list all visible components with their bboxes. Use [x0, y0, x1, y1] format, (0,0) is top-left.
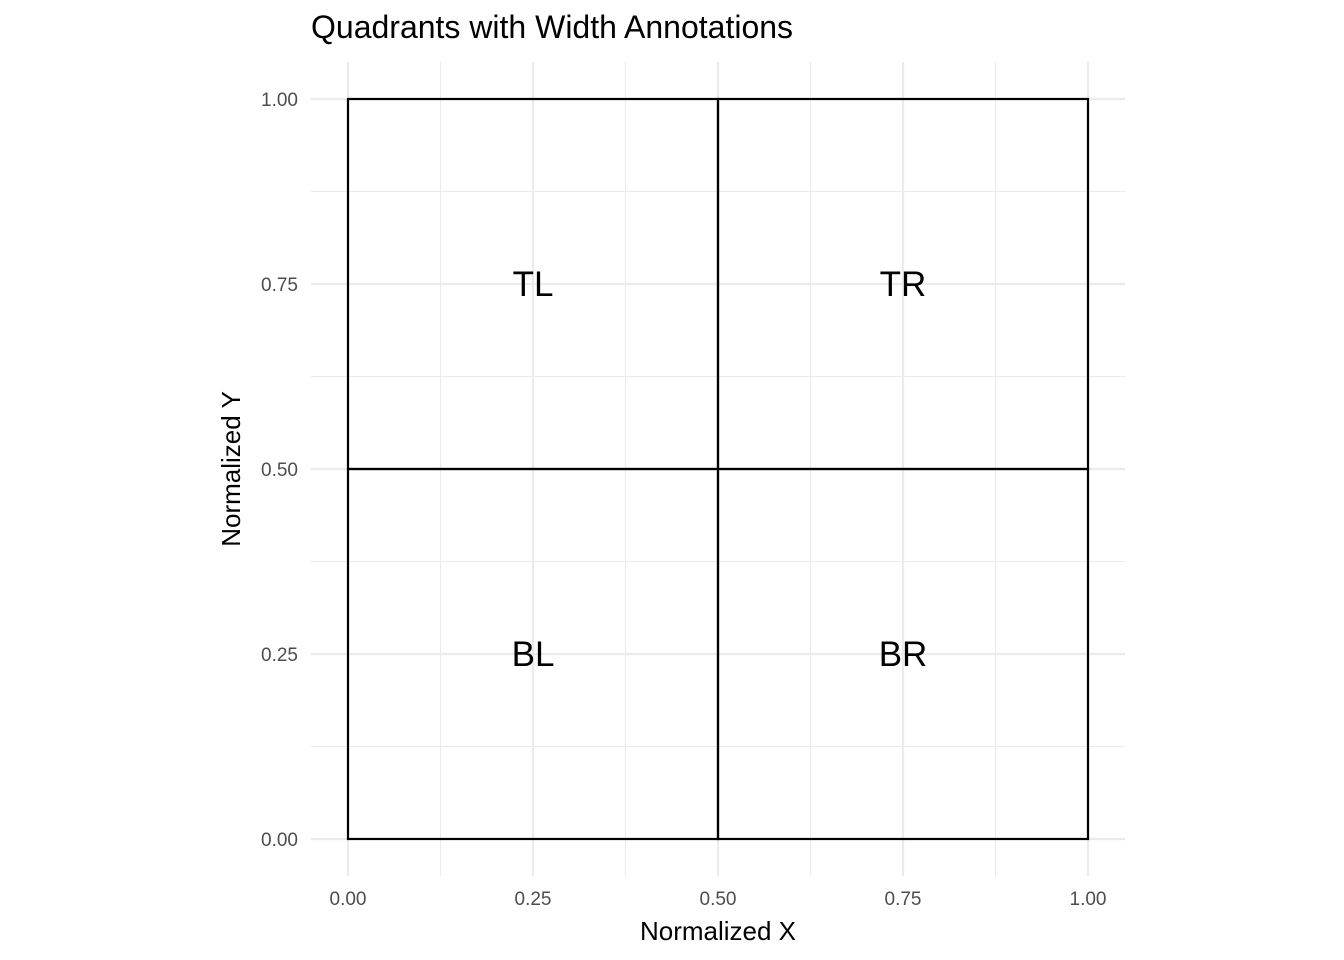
quadrant-label-tl: TL [513, 265, 554, 304]
quadrant-label-bl: BL [512, 635, 555, 674]
chart-title: Quadrants with Width Annotations [311, 9, 793, 45]
x-axis-label: Normalized X [640, 916, 796, 946]
y-tick-label: 0.75 [261, 275, 298, 296]
quadrant-labels: TL TR BL BR [512, 265, 928, 674]
y-tick-label: 0.00 [261, 830, 298, 851]
quadrant-label-br: BR [879, 635, 928, 674]
y-tick-label: 0.50 [261, 460, 298, 481]
x-axis-ticks: 0.00 0.25 0.50 0.75 1.00 [330, 889, 1107, 910]
x-tick-label: 0.00 [330, 889, 367, 910]
quadrant-rect-br [716, 467, 1090, 841]
y-tick-label: 0.25 [261, 645, 298, 666]
x-tick-label: 0.75 [885, 889, 922, 910]
quadrant-label-tr: TR [880, 265, 927, 304]
y-tick-label: 1.00 [261, 90, 298, 111]
x-tick-label: 0.50 [700, 889, 737, 910]
x-tick-label: 1.00 [1070, 889, 1107, 910]
x-tick-label: 0.25 [515, 889, 552, 910]
quadrant-rects [346, 97, 1090, 841]
y-axis-ticks: 0.00 0.25 0.50 0.75 1.00 [261, 90, 298, 851]
y-axis-label: Normalized Y [216, 391, 246, 547]
